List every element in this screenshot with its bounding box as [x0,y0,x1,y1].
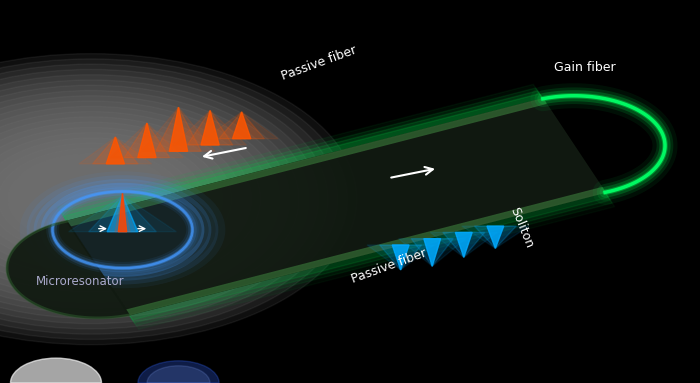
Polygon shape [205,112,278,139]
Polygon shape [60,88,543,221]
Circle shape [0,106,260,292]
Circle shape [0,59,347,339]
Polygon shape [67,99,605,315]
Polygon shape [430,232,498,257]
Polygon shape [201,111,219,145]
Polygon shape [129,192,610,323]
Polygon shape [107,195,138,232]
Polygon shape [62,91,543,221]
Circle shape [0,85,300,313]
Polygon shape [174,111,246,145]
Polygon shape [219,112,265,139]
Polygon shape [67,99,546,226]
Text: Passive fiber: Passive fiber [349,247,428,286]
Polygon shape [124,123,169,157]
Polygon shape [142,107,215,151]
Circle shape [0,101,270,297]
Text: Gain fiber: Gain fiber [554,61,615,74]
Polygon shape [188,111,233,145]
Polygon shape [443,232,485,257]
Polygon shape [424,239,440,266]
Circle shape [0,90,290,308]
Circle shape [0,64,337,334]
Polygon shape [456,232,472,257]
Polygon shape [392,245,409,270]
Polygon shape [462,226,529,248]
Circle shape [0,80,309,318]
Text: Microresonator: Microresonator [36,275,125,288]
Polygon shape [92,137,138,164]
Polygon shape [106,137,125,164]
Polygon shape [89,195,156,232]
Polygon shape [367,245,434,270]
Polygon shape [411,239,453,266]
Polygon shape [69,195,176,232]
Polygon shape [398,239,466,266]
Circle shape [0,96,280,303]
Circle shape [0,75,318,324]
Polygon shape [111,123,183,157]
Polygon shape [129,192,608,320]
Polygon shape [487,226,504,248]
Polygon shape [64,94,543,221]
Text: Passive fiber: Passive fiber [279,44,358,83]
Polygon shape [475,226,517,248]
Polygon shape [129,192,612,326]
Polygon shape [138,123,156,157]
Polygon shape [115,193,130,232]
Polygon shape [57,84,543,221]
Polygon shape [155,107,202,151]
Circle shape [0,69,328,329]
Polygon shape [7,221,129,318]
Circle shape [52,192,192,268]
Polygon shape [169,107,188,151]
Wedge shape [147,366,210,383]
Text: Soliton: Soliton [508,206,536,250]
Circle shape [0,54,357,345]
Polygon shape [379,245,421,270]
Polygon shape [232,112,251,139]
Polygon shape [118,193,127,232]
Wedge shape [138,361,219,383]
Polygon shape [79,137,152,164]
Polygon shape [126,188,605,315]
Polygon shape [110,193,135,232]
Wedge shape [10,358,102,383]
